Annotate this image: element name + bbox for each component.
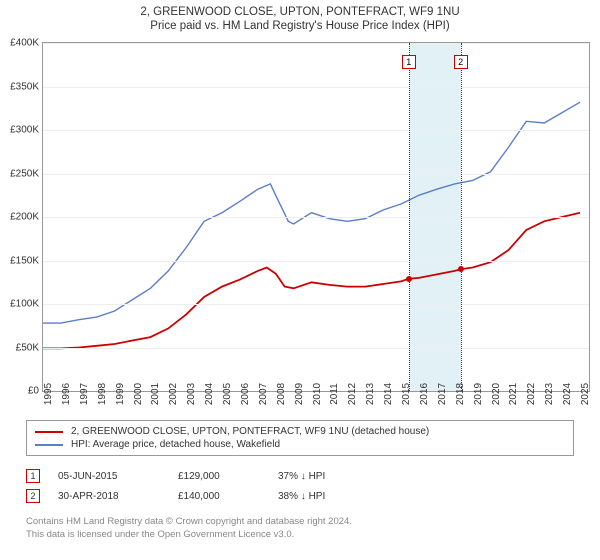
sales-date: 05-JUN-2015 (58, 471, 178, 482)
x-axis-label: 2025 (580, 383, 591, 405)
x-axis-label: 2011 (329, 383, 340, 405)
x-axis-label: 2009 (294, 383, 305, 405)
x-axis-label: 2016 (419, 383, 430, 405)
sales-delta: 38% ↓ HPI (278, 491, 398, 502)
sales-marker-box: 2 (26, 489, 40, 503)
x-axis-label: 1995 (43, 383, 54, 405)
y-axis-label: £350K (10, 81, 39, 92)
legend-swatch (35, 431, 63, 433)
x-axis-label: 2005 (222, 383, 233, 405)
x-axis-label: 2024 (562, 383, 573, 405)
sale-marker-box-2: 2 (454, 55, 468, 69)
sales-row: 2 30-APR-2018£140,00038% ↓ HPI (26, 486, 574, 506)
chart-container: 2, GREENWOOD CLOSE, UPTON, PONTEFRACT, W… (0, 0, 600, 560)
sales-price: £140,000 (178, 491, 278, 502)
x-axis-label: 2010 (312, 383, 323, 405)
x-axis-label: 1999 (115, 383, 126, 405)
x-axis-label: 2019 (473, 383, 484, 405)
x-axis-label: 2006 (240, 383, 251, 405)
y-axis-label: £300K (10, 125, 39, 136)
footer-attribution: Contains HM Land Registry data © Crown c… (26, 516, 574, 542)
sales-table: 1 05-JUN-2015£129,00037% ↓ HPI 2 30-APR-201… (26, 466, 574, 506)
chart-title: 2, GREENWOOD CLOSE, UPTON, PONTEFRACT, W… (0, 6, 600, 18)
x-axis-label: 2012 (347, 383, 358, 405)
x-axis-label: 2021 (508, 383, 519, 405)
legend: 2, GREENWOOD CLOSE, UPTON, PONTEFRACT, W… (26, 420, 574, 456)
sale-vline-1 (409, 43, 410, 391)
x-axis-label: 2015 (401, 383, 412, 405)
y-axis-label: £200K (10, 212, 39, 223)
sales-row: 1 05-JUN-2015£129,00037% ↓ HPI (26, 466, 574, 486)
sale-marker-box-1: 1 (402, 55, 416, 69)
legend-swatch (35, 444, 63, 446)
sales-marker-box: 1 (26, 469, 40, 483)
x-axis-label: 2003 (186, 383, 197, 405)
x-axis-label: 2004 (204, 383, 215, 405)
series-hpi (43, 102, 580, 323)
sales-date: 30-APR-2018 (58, 491, 178, 502)
sales-price: £129,000 (178, 471, 278, 482)
x-axis-label: 2020 (491, 383, 502, 405)
x-axis-label: 2001 (150, 383, 161, 405)
y-axis-label: £0 (28, 386, 39, 397)
sale-dot-2 (458, 266, 464, 272)
legend-label: 2, GREENWOOD CLOSE, UPTON, PONTEFRACT, W… (71, 426, 429, 437)
legend-item: HPI: Average price, detached house, Wake… (35, 438, 565, 451)
y-axis-label: £100K (10, 299, 39, 310)
x-axis-label: 1997 (79, 383, 90, 405)
y-axis-label: £400K (10, 38, 39, 49)
legend-label: HPI: Average price, detached house, Wake… (71, 439, 280, 450)
x-axis-label: 2023 (544, 383, 555, 405)
legend-item: 2, GREENWOOD CLOSE, UPTON, PONTEFRACT, W… (35, 425, 565, 438)
sale-vline-2 (461, 43, 462, 391)
x-axis-label: 1998 (97, 383, 108, 405)
x-axis-label: 2014 (383, 383, 394, 405)
title-block: 2, GREENWOOD CLOSE, UPTON, PONTEFRACT, W… (0, 0, 600, 34)
sale-dot-1 (406, 276, 412, 282)
chart-area: £0£50K£100K£150K£200K£250K£300K£350K£400… (42, 42, 590, 412)
y-axis-label: £150K (10, 255, 39, 266)
sales-delta: 37% ↓ HPI (278, 471, 398, 482)
x-axis-label: 1996 (61, 383, 72, 405)
x-axis-label: 2002 (168, 383, 179, 405)
x-axis-label: 2000 (133, 383, 144, 405)
footer-line-1: Contains HM Land Registry data © Crown c… (26, 516, 574, 529)
chart-subtitle: Price paid vs. HM Land Registry's House … (0, 20, 600, 32)
x-axis-label: 2008 (276, 383, 287, 405)
x-axis-label: 2022 (526, 383, 537, 405)
footer-line-2: This data is licensed under the Open Gov… (26, 529, 574, 542)
x-axis-label: 2013 (365, 383, 376, 405)
y-axis-label: £50K (16, 342, 39, 353)
x-axis-label: 2007 (258, 383, 269, 405)
x-axis-label: 2017 (437, 383, 448, 405)
y-axis-label: £250K (10, 168, 39, 179)
plot-region: £0£50K£100K£150K£200K£250K£300K£350K£400… (42, 42, 590, 392)
series-property (43, 213, 580, 349)
